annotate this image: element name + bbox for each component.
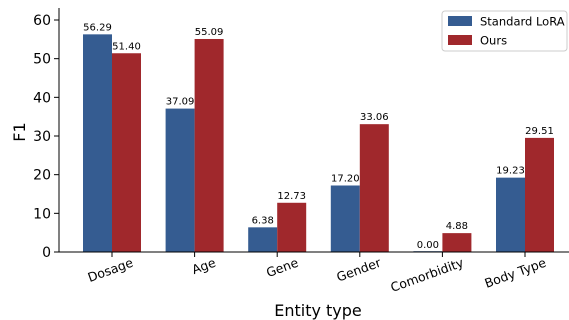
bar-ours-comorbidity — [442, 233, 472, 252]
y-tick-label: 40 — [33, 90, 51, 106]
legend-swatch-standard-lora — [448, 16, 472, 26]
x-ticks-layer: Dosage Age Gene Gender Comorbidity Body Type — [86, 252, 549, 295]
bar-standard-lora-gender — [330, 185, 360, 252]
legend-label-standard-lora: Standard LoRA — [480, 15, 565, 29]
legend-frame — [441, 10, 568, 52]
y-tick-label: 10 — [33, 206, 51, 222]
legend-label-ours: Ours — [480, 34, 507, 48]
data-label-ours-age: 55.09 — [195, 27, 224, 38]
bar-standard-lora-dosage — [83, 34, 112, 252]
data-label-standard-lora-body-type: 19.23 — [496, 166, 525, 177]
bar-ours-gender — [359, 124, 389, 252]
bar-ours-gene — [277, 202, 307, 252]
bar-ours-body-type — [525, 137, 554, 252]
bars-layer — [83, 34, 554, 253]
x-tick-label-body-type: Body Type — [483, 255, 549, 291]
x-tick-label-comorbidity: Comorbidity — [388, 255, 466, 295]
data-label-standard-lora-dosage: 56.29 — [83, 22, 112, 33]
y-tick-label: 30 — [33, 129, 51, 145]
data-label-standard-lora-gender: 17.20 — [331, 173, 360, 184]
data-label-ours-gene: 12.73 — [277, 191, 306, 202]
x-axis-title: Entity type — [274, 301, 362, 320]
x-tick-label-gender: Gender — [334, 254, 383, 284]
bar-standard-lora-body-type — [496, 177, 525, 252]
y-tick-label: 60 — [33, 13, 51, 29]
y-tick-label: 20 — [33, 168, 51, 184]
data-label-ours-body-type: 29.51 — [525, 126, 554, 137]
data-label-ours-dosage: 51.40 — [112, 41, 141, 52]
data-label-standard-lora-age: 37.09 — [166, 97, 195, 108]
bar-ours-age — [194, 38, 224, 252]
y-axis-title: F1 — [10, 122, 29, 141]
data-label-ours-comorbidity: 4.88 — [446, 221, 468, 232]
x-tick-label-dosage: Dosage — [86, 255, 136, 285]
bar-standard-lora-gene — [248, 227, 278, 252]
data-label-standard-lora-comorbidity: 0.00 — [417, 240, 439, 251]
data-label-ours-gender: 33.06 — [360, 112, 389, 123]
data-label-standard-lora-gene: 6.38 — [252, 215, 274, 226]
axes-layer — [58, 8, 569, 253]
y-tick-label: 0 — [42, 245, 51, 261]
legend-swatch-ours — [448, 35, 472, 45]
x-tick-label-age: Age — [190, 255, 218, 277]
y-tick-label: 50 — [33, 52, 51, 68]
y-ticks-layer: 0 10 20 30 40 50 60 — [33, 13, 59, 261]
x-tick-label-gene: Gene — [264, 255, 300, 280]
legend: Standard LoRA Ours — [441, 10, 568, 52]
bar-ours-dosage — [112, 53, 141, 253]
bar-standard-lora-age — [165, 108, 195, 253]
